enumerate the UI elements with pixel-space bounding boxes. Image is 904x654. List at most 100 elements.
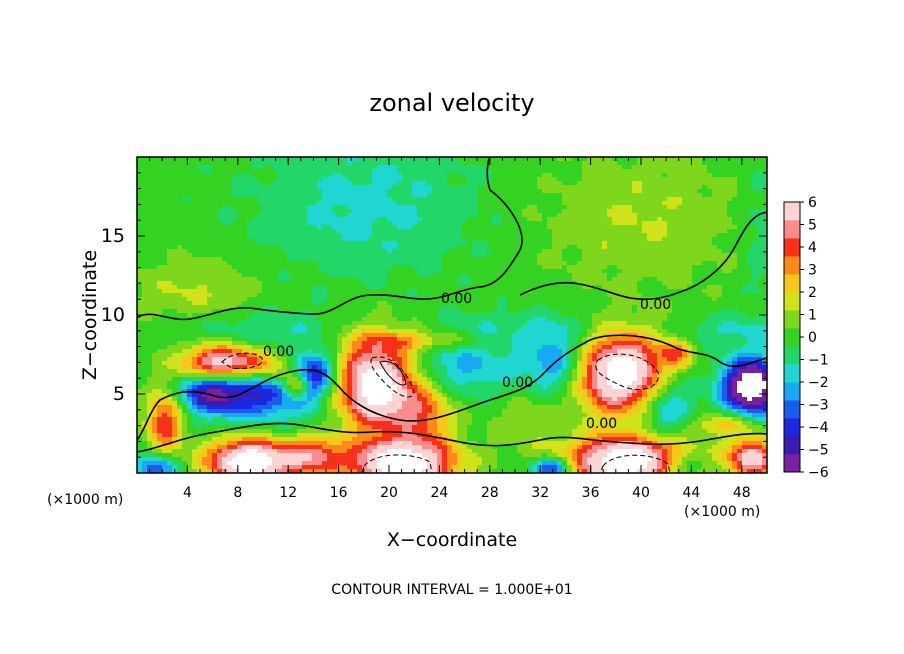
heatmap-cell [607, 285, 613, 290]
heatmap-cell [717, 257, 723, 262]
heatmap-cell [387, 173, 393, 178]
heatmap-cell [492, 229, 498, 234]
heatmap-cell [482, 241, 488, 246]
heatmap-cell [627, 173, 633, 178]
heatmap-cell [157, 293, 163, 298]
heatmap-cell [512, 221, 518, 226]
heatmap-cell [432, 261, 438, 266]
heatmap-cell [447, 237, 453, 242]
heatmap-cell [652, 245, 658, 250]
heatmap-cell [442, 205, 448, 210]
heatmap-cell [467, 281, 473, 286]
heatmap-cell [312, 253, 318, 258]
heatmap-cell [637, 177, 643, 182]
heatmap-cell [332, 253, 338, 258]
heatmap-cell [592, 257, 598, 262]
heatmap-cell [642, 201, 648, 206]
heatmap-cell [507, 205, 513, 210]
heatmap-cell [197, 293, 203, 298]
heatmap-cell [337, 289, 343, 294]
heatmap-cell [217, 229, 223, 234]
heatmap-cell [687, 241, 693, 246]
heatmap-cell [657, 277, 663, 282]
heatmap-cell [522, 253, 528, 258]
heatmap-cell [677, 209, 683, 214]
heatmap-cell [462, 273, 468, 278]
heatmap-cell [722, 257, 728, 262]
heatmap-cell [392, 301, 398, 306]
heatmap-cell [702, 281, 708, 286]
heatmap-cell [167, 193, 173, 198]
heatmap-cell [662, 257, 668, 262]
heatmap-cell [492, 277, 498, 282]
heatmap-cell [262, 157, 268, 162]
heatmap-cell [582, 157, 588, 162]
heatmap-cell [697, 217, 703, 222]
heatmap-cell [652, 197, 658, 202]
heatmap-cell [622, 197, 628, 202]
heatmap-cell [612, 257, 618, 262]
heatmap-cell [722, 293, 728, 298]
heatmap-cell [502, 277, 508, 282]
heatmap-cell [322, 189, 328, 194]
heatmap-cell [342, 241, 348, 246]
heatmap-cell [247, 181, 253, 186]
heatmap-cell [162, 193, 168, 198]
heatmap-cell [732, 157, 738, 162]
heatmap-cell [197, 257, 203, 262]
heatmap-cell [577, 185, 583, 190]
heatmap-cell [412, 213, 418, 218]
heatmap-cell [192, 257, 198, 262]
heatmap-cell [397, 269, 403, 274]
heatmap-cell [642, 193, 648, 198]
heatmap-cell [722, 241, 728, 246]
heatmap-cell [522, 245, 528, 250]
heatmap-cell [317, 309, 323, 314]
heatmap-cell [672, 289, 678, 294]
heatmap-cell [612, 221, 618, 226]
heatmap-cell [527, 277, 533, 282]
heatmap-cell [477, 161, 483, 166]
heatmap-cell [157, 161, 163, 166]
heatmap-cell [482, 185, 488, 190]
heatmap-cell [637, 269, 643, 274]
heatmap-cell [667, 285, 673, 290]
heatmap-cell [592, 201, 598, 206]
heatmap-cell [752, 161, 758, 166]
heatmap-cell [307, 245, 313, 250]
heatmap-cell [292, 181, 298, 186]
heatmap-cell [522, 213, 528, 218]
heatmap-cell [407, 181, 413, 186]
heatmap-cell [412, 285, 418, 290]
heatmap-cell [247, 197, 253, 202]
heatmap-cell [572, 157, 578, 162]
heatmap-cell [512, 313, 518, 318]
heatmap-cell [612, 261, 618, 266]
heatmap-cell [522, 269, 528, 274]
heatmap-cell [182, 313, 188, 318]
heatmap-cell [637, 209, 643, 214]
heatmap-cell [397, 217, 403, 222]
heatmap-cell [607, 281, 613, 286]
heatmap-cell [372, 281, 378, 286]
heatmap-cell [382, 197, 388, 202]
heatmap-cell [327, 205, 333, 210]
heatmap-cell [527, 293, 533, 298]
heatmap-cell [627, 209, 633, 214]
heatmap-cell [637, 237, 643, 242]
heatmap-cell [302, 309, 308, 314]
heatmap-cell [192, 193, 198, 198]
heatmap-cell [187, 173, 193, 178]
heatmap-cell [562, 245, 568, 250]
heatmap-cell [452, 277, 458, 282]
heatmap-cell [622, 257, 628, 262]
heatmap-cell [487, 205, 493, 210]
heatmap-cell [322, 237, 328, 242]
heatmap-cell [257, 277, 263, 282]
heatmap-cell [147, 213, 153, 218]
heatmap-cell [397, 181, 403, 186]
heatmap-cell [632, 177, 638, 182]
heatmap-cell [742, 217, 748, 222]
heatmap-cell [657, 281, 663, 286]
heatmap-cell [277, 237, 283, 242]
